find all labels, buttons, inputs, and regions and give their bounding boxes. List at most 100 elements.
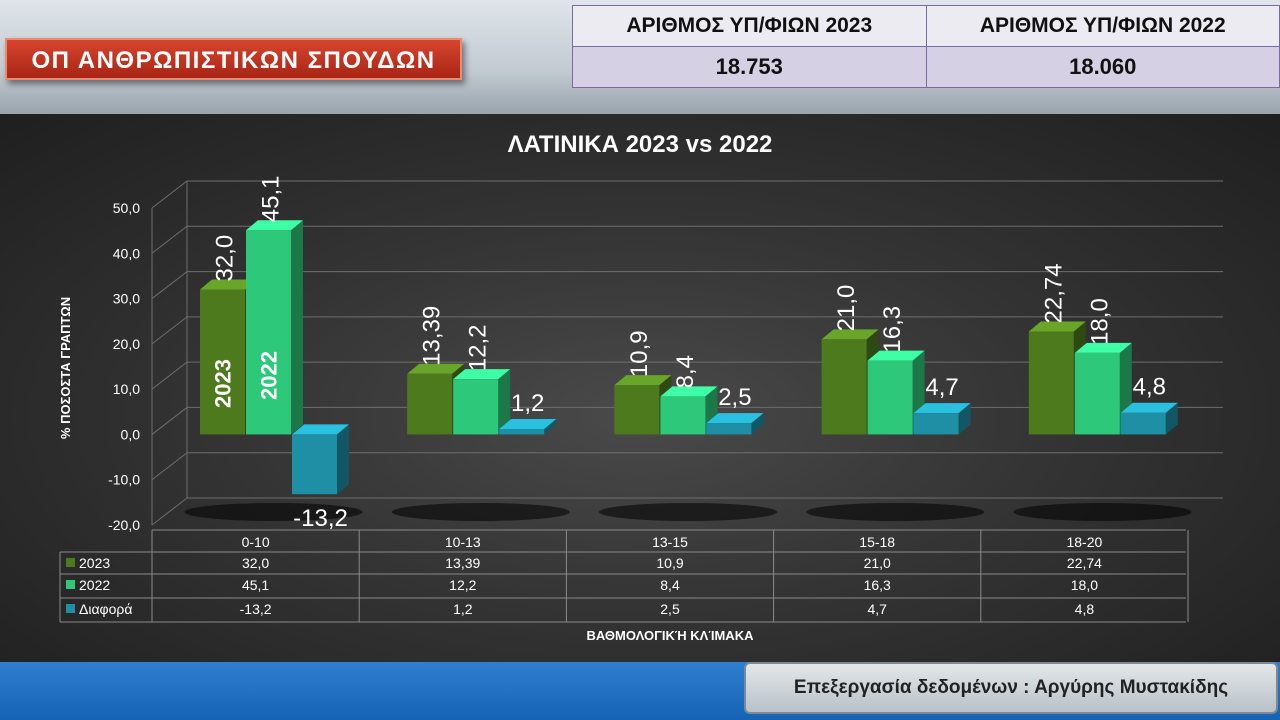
floor-shadow xyxy=(184,503,363,521)
data-label: 16,3 xyxy=(879,306,906,353)
bar-top-2023-10-13 xyxy=(407,363,465,374)
bar-top-2023-0-10 xyxy=(200,279,257,290)
table-cell: 10,9 xyxy=(656,555,683,571)
bar-annotation-2022: 2022 xyxy=(257,351,282,400)
floor-shadow xyxy=(598,503,778,521)
table-cell: 8,4 xyxy=(660,577,680,593)
y-tick-label: 50,0 xyxy=(113,200,140,216)
table-cell: 16,3 xyxy=(864,577,891,593)
data-label: 4,8 xyxy=(1133,374,1166,401)
candidates-table: ΑΡΙΘΜΟΣ ΥΠ/ΦΙΩΝ 2023 ΑΡΙΘΜΟΣ ΥΠ/ΦΙΩΝ 202… xyxy=(572,5,1280,88)
bar-side-2022-0-10 xyxy=(291,220,303,435)
bar-annotation-2023: 2023 xyxy=(211,359,236,408)
bar-2023-18-20 xyxy=(1028,331,1074,435)
bar-Διαφορά-0-10 xyxy=(292,434,337,495)
data-label: 1,2 xyxy=(511,390,544,417)
bar-Διαφορά-10-13 xyxy=(499,428,545,435)
bar-side-2022-10-13 xyxy=(498,369,511,435)
table-cell: 45,1 xyxy=(242,577,269,593)
y-tick-label: -10,0 xyxy=(108,472,140,488)
candidates-2023-value: 18.753 xyxy=(572,46,927,88)
bar-2022-15-18 xyxy=(867,360,913,435)
legend-label: 2023 xyxy=(79,555,110,571)
bar-top-Διαφορά-0-10 xyxy=(292,424,349,435)
bar-top-2022-15-18 xyxy=(867,350,925,361)
table-cell: 21,0 xyxy=(864,555,891,571)
legend-label: 2022 xyxy=(79,577,110,593)
bar-side-Διαφορά-13-15 xyxy=(751,413,764,435)
data-label: -13,2 xyxy=(293,505,348,532)
bar-top-2022-13-15 xyxy=(660,386,718,397)
y-tick-label: 40,0 xyxy=(113,245,140,261)
data-label: 2,5 xyxy=(718,384,751,411)
bar-side-Διαφορά-10-13 xyxy=(544,418,557,435)
candidates-2022-label: ΑΡΙΘΜΟΣ ΥΠ/ΦΙΩΝ 2022 xyxy=(925,5,1280,47)
floor-shadow xyxy=(1013,503,1192,521)
x-tick-label: 10-13 xyxy=(445,534,481,550)
y-tick-label: 20,0 xyxy=(113,336,140,352)
data-label: 21,0 xyxy=(833,285,860,332)
bar-side-Διαφορά-15-18 xyxy=(958,403,971,435)
x-axis-label: ΒΑΘΜΟΛΟΓΙΚΉ ΚΛΊΜΑΚΑ xyxy=(587,628,755,643)
legend-swatch xyxy=(66,604,75,613)
table-cell: 13,39 xyxy=(445,555,480,571)
y-tick-label: 10,0 xyxy=(113,381,140,397)
table-cell: 1,2 xyxy=(453,601,473,617)
bar-2022-0-10 xyxy=(246,230,291,435)
x-tick-label: 0-10 xyxy=(242,534,270,550)
data-label: 22,74 xyxy=(1040,263,1067,323)
x-tick-label: 18-20 xyxy=(1066,534,1102,550)
grid-line xyxy=(151,225,1223,254)
table-cell: 4,8 xyxy=(1075,601,1095,617)
bar-Διαφορά-13-15 xyxy=(706,423,752,435)
faculty-badge: ΟΠ ΑΝΘΡΩΠΙΣΤΙΚΩΝ ΣΠΟΥΔΩΝ xyxy=(5,38,462,80)
legend-label: Διαφορά xyxy=(79,601,132,617)
y-tick-label: -20,0 xyxy=(108,517,140,533)
bar-top-2023-15-18 xyxy=(821,329,879,340)
legend-swatch xyxy=(66,558,75,567)
table-cell: 22,74 xyxy=(1067,555,1102,571)
table-cell: 18,0 xyxy=(1071,577,1098,593)
chart-title: ΛΑΤΙΝΙΚΑ 2023 vs 2022 xyxy=(508,131,773,158)
data-label: 8,4 xyxy=(672,355,699,388)
floor-shadow xyxy=(806,503,985,521)
y-tick-label: 30,0 xyxy=(113,291,140,307)
data-label: 13,39 xyxy=(419,306,446,366)
bar-top-2022-0-10 xyxy=(246,220,303,231)
bar-top-Διαφορά-13-15 xyxy=(706,413,764,424)
grid-line xyxy=(151,180,1223,209)
data-label: 18,0 xyxy=(1086,298,1113,345)
table-cell: 32,0 xyxy=(242,555,269,571)
table-cell: 12,2 xyxy=(449,577,476,593)
table-cell: 2,5 xyxy=(660,601,680,617)
bar-top-2022-10-13 xyxy=(453,369,511,380)
bar-2023-10-13 xyxy=(407,373,453,435)
table-cell: 4,7 xyxy=(867,601,887,617)
floor-shadow xyxy=(391,503,570,521)
credit-label: Επεξεργασία δεδομένων : Αργύρης Μυστακίδ… xyxy=(744,662,1278,714)
bar-top-Διαφορά-18-20 xyxy=(1120,402,1178,413)
bar-2023-15-18 xyxy=(821,339,867,435)
candidates-2022-value: 18.060 xyxy=(925,46,1280,88)
bar-top-2022-18-20 xyxy=(1074,342,1132,353)
bar-2022-13-15 xyxy=(660,396,706,435)
x-tick-label: 15-18 xyxy=(859,534,895,550)
bar-top-Διαφορά-15-18 xyxy=(913,403,971,414)
data-label: 32,0 xyxy=(212,235,239,282)
y-tick-label: 0,0 xyxy=(121,426,141,442)
bar-side-Διαφορά-18-20 xyxy=(1165,402,1178,435)
bar-Διαφορά-15-18 xyxy=(913,413,959,435)
bar-2022-10-13 xyxy=(453,379,499,435)
bar-top-Διαφορά-10-13 xyxy=(499,418,557,429)
bar-top-2023-13-15 xyxy=(614,375,672,386)
bar-2023-0-10 xyxy=(200,289,245,435)
bar-side-Διαφορά-0-10 xyxy=(337,424,349,495)
data-label: 10,9 xyxy=(626,330,653,377)
data-label: 12,2 xyxy=(465,324,492,371)
x-tick-label: 13-15 xyxy=(652,534,688,550)
bar-top-2023-18-20 xyxy=(1028,321,1086,332)
y-axis-label: % ΠΟΣΟΣΤΑ ΓΡΑΠΤΩΝ xyxy=(58,297,73,439)
bar-2022-18-20 xyxy=(1074,352,1120,435)
table-cell: -13,2 xyxy=(240,601,272,617)
